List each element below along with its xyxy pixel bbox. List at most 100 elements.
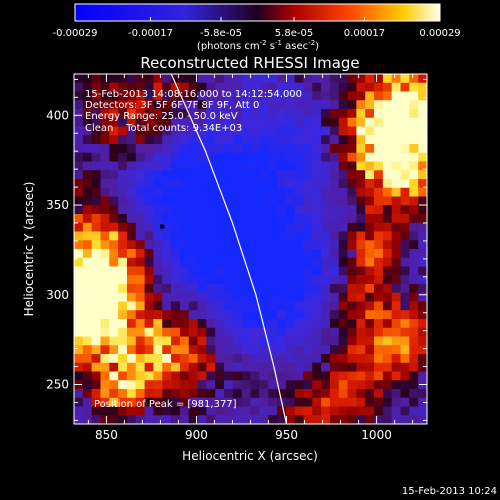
heatmap-cell — [82, 371, 93, 381]
heatmap-cell — [135, 301, 146, 311]
heatmap-cell — [109, 292, 119, 302]
heatmap-cell — [250, 240, 260, 250]
heatmap-cell — [224, 196, 234, 206]
heatmap-cell — [100, 354, 110, 364]
heatmap-cell — [391, 380, 402, 390]
heatmap-cell — [418, 222, 427, 232]
heatmap-cell — [356, 187, 366, 197]
heatmap-cell — [241, 205, 251, 215]
annotation-peak-position: Position of Peak = [981,377] — [94, 399, 237, 410]
heatmap-cell — [382, 345, 393, 355]
heatmap-cell — [391, 275, 402, 285]
heatmap-cell — [347, 74, 357, 84]
heatmap-cell — [382, 249, 393, 259]
heatmap-cell — [206, 82, 216, 92]
heatmap-cell — [162, 222, 172, 232]
heatmap-cell — [365, 196, 375, 206]
heatmap-cell — [303, 91, 313, 101]
heatmap-cell — [374, 249, 384, 259]
heatmap-cell — [409, 380, 419, 390]
heatmap-cell — [206, 310, 216, 320]
heatmap-cell — [418, 152, 427, 162]
heatmap-cell — [162, 109, 172, 119]
heatmap-cell — [294, 336, 304, 346]
heatmap-cell — [241, 292, 251, 302]
heatmap-cell — [144, 231, 154, 241]
heatmap-cell — [109, 231, 119, 241]
heatmap-cell — [321, 117, 331, 127]
heatmap-cell — [74, 109, 84, 119]
heatmap-cell — [241, 100, 251, 110]
heatmap-cell — [162, 389, 172, 399]
heatmap-cell — [215, 292, 225, 302]
heatmap-cell — [312, 91, 322, 101]
heatmap-cell — [135, 222, 146, 232]
heatmap-cell — [365, 249, 375, 259]
heatmap-cell — [303, 257, 313, 267]
heatmap-cell — [356, 109, 366, 119]
heatmap-cell — [126, 144, 137, 154]
heatmap-cell — [232, 187, 243, 197]
heatmap-cell — [100, 397, 110, 407]
heatmap-cell — [232, 415, 243, 424]
heatmap-cell — [400, 354, 410, 364]
heatmap-cell — [312, 371, 322, 381]
heatmap-cell — [250, 205, 260, 215]
heatmap-cell — [224, 231, 234, 241]
heatmap-cell — [365, 389, 375, 399]
heatmap-cell — [171, 187, 181, 197]
heatmap-cell — [171, 397, 181, 407]
heatmap-cell — [259, 135, 269, 145]
heatmap-cell — [268, 179, 278, 189]
heatmap-cell — [285, 240, 296, 250]
heatmap-cell — [100, 292, 110, 302]
heatmap-cell — [91, 397, 101, 407]
heatmap-cell — [206, 275, 216, 285]
heatmap-cell — [329, 170, 340, 180]
heatmap-cell — [82, 240, 93, 250]
heatmap-cell — [162, 231, 172, 241]
heatmap-cell — [400, 240, 410, 250]
heatmap-cell — [188, 170, 199, 180]
heatmap-cell — [356, 222, 366, 232]
heatmap-cell — [365, 100, 375, 110]
heatmap-cell — [206, 354, 216, 364]
heatmap-cell — [321, 170, 331, 180]
heatmap-cell — [206, 240, 216, 250]
heatmap-cell — [109, 327, 119, 337]
heatmap-cell — [400, 257, 410, 267]
heatmap-cell — [418, 371, 427, 381]
heatmap-cell — [276, 249, 287, 259]
colorbar-tick-label: -0.00017 — [128, 28, 173, 39]
heatmap-cell — [409, 371, 419, 381]
heatmap-cell — [241, 187, 251, 197]
heatmap-cell — [347, 117, 357, 127]
heatmap-cell — [268, 144, 278, 154]
heatmap-cell — [303, 301, 313, 311]
heatmap-cell — [215, 170, 225, 180]
heatmap-cell — [294, 310, 304, 320]
heatmap-cell — [188, 389, 199, 399]
heatmap-cell — [285, 415, 296, 424]
x-tick-label: 900 — [185, 428, 208, 442]
heatmap-cell — [109, 310, 119, 320]
heatmap-cell — [179, 126, 190, 136]
peak-marker — [160, 224, 165, 229]
heatmap-cell — [276, 371, 287, 381]
heatmap-cell — [418, 389, 427, 399]
heatmap-cell — [74, 319, 84, 329]
heatmap-cell — [171, 336, 181, 346]
heatmap-cell — [206, 336, 216, 346]
heatmap-cell — [171, 170, 181, 180]
heatmap-cell — [91, 249, 101, 259]
heatmap-cell — [206, 144, 216, 154]
heatmap-cell — [215, 196, 225, 206]
heatmap-cell — [321, 161, 331, 171]
heatmap-cell — [400, 275, 410, 285]
heatmap-cell — [100, 100, 110, 110]
heatmap-cell — [91, 240, 101, 250]
heatmap-cell — [294, 257, 304, 267]
heatmap-cell — [365, 205, 375, 215]
heatmap-cell — [82, 345, 93, 355]
